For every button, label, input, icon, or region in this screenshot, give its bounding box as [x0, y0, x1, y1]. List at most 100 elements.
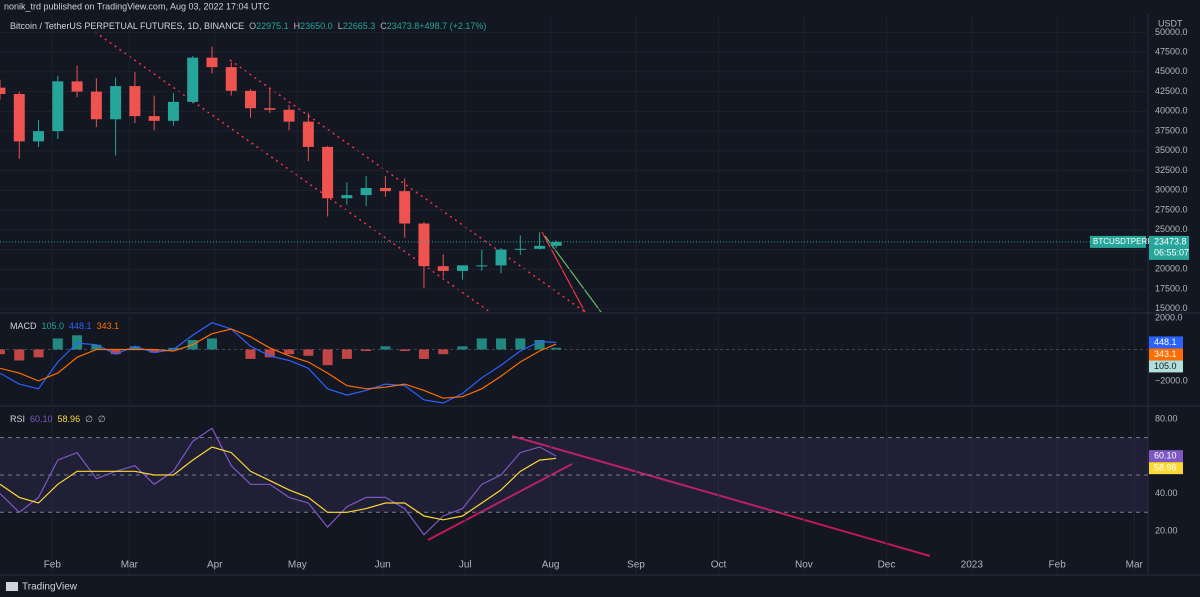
candle-body — [13, 93, 25, 142]
x-tick-label: Mar — [1126, 560, 1144, 571]
y-tick-label: 50000.0 — [1155, 27, 1188, 37]
y-tick-label: 40.00 — [1155, 488, 1178, 498]
histogram-bar — [515, 338, 526, 350]
candle-body — [418, 223, 430, 267]
histogram-bar — [284, 349, 295, 355]
candle-body — [71, 81, 83, 92]
legend-key: O — [249, 21, 256, 31]
histogram-bar — [206, 338, 217, 350]
value-badge — [1149, 462, 1183, 475]
x-tick-label: May — [288, 560, 307, 571]
legend-value: ∅ — [85, 414, 93, 424]
y-tick-label: 40000.0 — [1155, 106, 1188, 116]
rsi-trendline — [427, 463, 573, 541]
y-tick-label: 45000.0 — [1155, 66, 1188, 76]
value-badge-label: 105.0 — [1154, 361, 1177, 371]
histogram-bar — [399, 349, 410, 352]
candle-body — [379, 187, 391, 192]
candle-body — [437, 266, 449, 271]
candle-body — [206, 57, 218, 68]
histogram-bar — [168, 347, 179, 350]
candle-body — [550, 241, 562, 246]
symbol-badge — [1090, 235, 1146, 248]
legend-value: 105.0 — [42, 321, 65, 331]
x-tick-label: Feb — [44, 560, 62, 571]
candle-body — [476, 265, 488, 267]
legend-key: H — [294, 21, 301, 31]
candle-body — [167, 101, 179, 121]
candle-body — [129, 86, 141, 117]
x-tick-label: Apr — [207, 560, 223, 571]
legend-value: ∅ — [98, 414, 106, 424]
y-tick-label: 25000.0 — [1155, 224, 1188, 234]
candle-body — [0, 87, 6, 94]
candle-body — [322, 146, 334, 199]
x-tick-label: Sep — [627, 560, 645, 571]
value-badge — [1149, 348, 1183, 361]
histogram-bar — [457, 346, 468, 350]
value-badge-label: 448.1 — [1154, 337, 1177, 347]
y-tick-label: 30000.0 — [1155, 185, 1188, 195]
rsi-band-fill — [0, 437, 1148, 513]
candle-body — [33, 131, 45, 142]
legend-value: 58.96 — [58, 414, 81, 424]
x-tick-label: Feb — [1049, 560, 1067, 571]
pane-legend: RSI 60.10 58.96 ∅ ∅ — [10, 414, 106, 424]
histogram-bar — [0, 349, 5, 355]
y-tick-label: 42500.0 — [1155, 86, 1188, 96]
pane-title: MACD — [10, 321, 37, 331]
histogram-bar — [110, 349, 121, 355]
indicator-line — [0, 427, 557, 536]
legend-value: 23650.0 — [300, 21, 333, 31]
y-tick-label: 2000.0 — [1155, 312, 1183, 322]
price-badge — [1149, 235, 1189, 260]
value-badge — [1149, 336, 1183, 349]
indicator-line — [0, 446, 557, 521]
projection-line — [544, 235, 602, 313]
y-tick-label: 47500.0 — [1155, 47, 1188, 57]
y-tick-label: 15000.0 — [1155, 303, 1188, 313]
histogram-bar — [149, 349, 160, 353]
histogram-bar — [91, 344, 102, 350]
value-badge-label: 60.10 — [1154, 451, 1177, 461]
histogram-bar — [438, 349, 449, 355]
candle-body — [110, 86, 122, 120]
y-tick-label: 20.00 — [1155, 525, 1178, 535]
x-tick-label: Nov — [795, 560, 813, 571]
candle-body — [187, 57, 199, 102]
histogram-bar — [496, 338, 507, 350]
legend-value: 448.1 — [69, 321, 92, 331]
legend-value: 60.10 — [30, 414, 53, 424]
x-tick-label: Mar — [121, 560, 139, 571]
histogram-bar — [551, 347, 562, 350]
rsi-trendline — [511, 435, 931, 557]
legend-value: 23473.8 — [387, 21, 420, 31]
histogram-bar — [264, 349, 275, 358]
candle-body — [148, 116, 160, 121]
histogram-bar — [303, 349, 314, 356]
histogram-bar — [72, 335, 83, 350]
candle-body — [264, 108, 276, 110]
candle-body — [514, 248, 526, 250]
pane-legend: Bitcoin / TetherUS PERPETUAL FUTURES, 1D… — [10, 21, 486, 31]
histogram-bar — [341, 349, 352, 359]
y-tick-label: 35000.0 — [1155, 145, 1188, 155]
y-tick-label: 80.00 — [1155, 413, 1178, 423]
pane-title: Bitcoin / TetherUS PERPETUAL FUTURES, 1D… — [10, 21, 244, 31]
candle-body — [283, 109, 295, 122]
candle-body — [495, 249, 507, 266]
value-badge — [1149, 360, 1183, 373]
price-badge-label: 23473.8 — [1154, 236, 1187, 246]
projection-line — [541, 231, 586, 313]
histogram-bar — [322, 349, 333, 366]
value-badge-label: 58.96 — [1154, 463, 1177, 473]
indicator-line — [0, 328, 557, 399]
candle-body — [341, 195, 353, 199]
candle-body — [457, 265, 469, 271]
candle-body — [399, 191, 411, 224]
y-tick-label: 20000.0 — [1155, 264, 1188, 274]
x-tick-label: Jun — [375, 560, 391, 571]
histogram-bar — [129, 346, 140, 350]
